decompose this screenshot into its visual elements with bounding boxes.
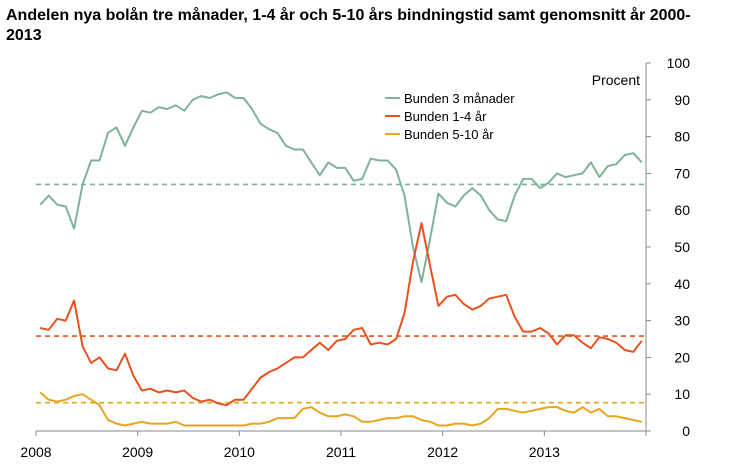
chart-title: Andelen nya bolån tre månader, 1-4 år oc… [6,7,691,44]
y-tick-label: 20 [674,349,690,365]
y-tick-label: 10 [674,386,690,402]
x-tick-label: 2010 [224,444,255,460]
legend-label: Bunden 1-4 år [404,109,487,124]
x-tick-label: 2008 [20,444,51,460]
legend-label: Bunden 5-10 år [404,127,494,142]
y-tick-label: 0 [682,423,690,439]
axes: 0 10 20 30 40 50 60 70 80 90 100 Procent 2008 2009 201… [20,55,690,460]
y-tick-label: 70 [674,165,690,181]
legend: Bunden 3 månader Bunden 1-4 år Bunden 5-10… [385,91,515,142]
x-tick-label: 2009 [122,444,153,460]
y-tick-label: 80 [674,129,690,145]
series-lines [39,91,643,427]
series-line [39,222,643,407]
legend-label: Bunden 3 månader [404,91,515,106]
x-tick-label: 2011 [326,444,356,460]
series-line [39,391,643,427]
x-tick-label: 2013 [529,444,560,460]
series-line [39,91,643,283]
y-tick-label: 30 [674,313,690,329]
y-axis-label: Procent [592,72,640,88]
x-tick-label: 2012 [427,444,458,460]
y-tick-label: 60 [674,202,690,218]
y-tick-label: 90 [674,92,690,108]
average-lines [36,183,646,404]
y-tick-label: 40 [674,276,690,292]
y-tick-label: 100 [667,55,691,71]
y-tick-label: 50 [674,239,690,255]
